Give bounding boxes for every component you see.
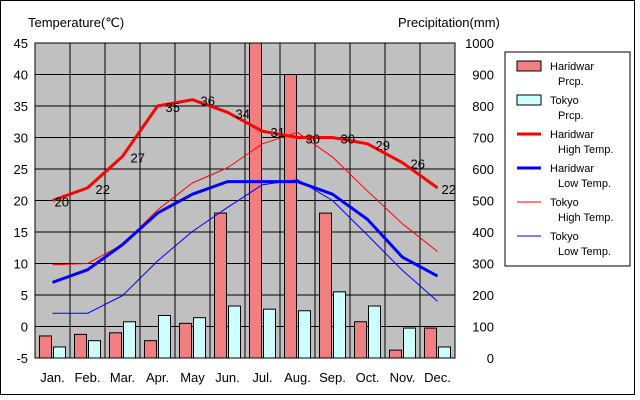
- data-label: 36: [201, 94, 215, 109]
- left-tick-label: -5: [16, 351, 28, 366]
- data-label: 35: [166, 100, 180, 115]
- left-tick-label: 0: [21, 320, 28, 335]
- legend-label: Haridwar: [550, 163, 594, 175]
- data-label: 30: [306, 132, 320, 147]
- bar-tokyo-prcp: [403, 327, 416, 359]
- left-tick-label: 45: [14, 36, 28, 51]
- bar-haridwar-prcp: [284, 74, 297, 359]
- data-label: 22: [96, 182, 110, 197]
- legend: Haridwar Prcp. Tokyo Prcp. Haridwar High Temp…: [504, 51, 631, 267]
- left-tick-label: 15: [14, 225, 28, 240]
- bar-haridwar-prcp: [319, 212, 332, 359]
- left-tick-label: 25: [14, 162, 28, 177]
- x-tick-label: Jul.: [252, 370, 272, 385]
- left-tick-label: 5: [21, 288, 28, 303]
- bar-tokyo-prcp: [88, 340, 101, 359]
- data-label: 29: [376, 138, 390, 153]
- legend-label: Haridwar: [550, 61, 594, 73]
- legend-label: Low Temp.: [558, 178, 611, 190]
- legend-label: Tokyo: [550, 197, 579, 209]
- legend-label: Low Temp.: [558, 246, 611, 258]
- bar-tokyo-prcp: [123, 321, 136, 359]
- bar-tokyo-prcp: [193, 317, 206, 359]
- bar-haridwar-prcp: [74, 333, 87, 359]
- bar-tokyo-prcp: [228, 305, 241, 359]
- bar-haridwar-prcp: [354, 321, 367, 359]
- right-tick-label: 300: [472, 257, 494, 272]
- data-label: 30: [341, 132, 355, 147]
- bar-haridwar-prcp: [179, 322, 192, 359]
- x-tick-label: Oct.: [356, 370, 380, 385]
- x-tick-label: Apr.: [146, 370, 169, 385]
- x-tick-label: Aug.: [284, 370, 311, 385]
- line-haridwar-high-temp: [51, 98, 439, 202]
- line-tokyo-low-temp: [52, 179, 438, 314]
- bar-tokyo-prcp: [53, 346, 66, 359]
- right-tick-label: 900: [472, 68, 494, 83]
- lines-layer: [51, 98, 439, 314]
- bar-tokyo-prcp: [298, 310, 311, 359]
- axis-layer: 454035302520151050-510009008007006005004…: [14, 36, 494, 385]
- legend-label: Prcp.: [558, 76, 584, 88]
- right-tick-label: 800: [472, 99, 494, 114]
- right-tick-label: 1000: [465, 36, 494, 51]
- right-tick-label: 400: [472, 225, 494, 240]
- data-label: 26: [411, 157, 425, 172]
- x-tick-label: Mar.: [110, 370, 135, 385]
- x-tick-label: Dec.: [424, 370, 451, 385]
- left-tick-label: 35: [14, 99, 28, 114]
- right-tick-label: 200: [472, 288, 494, 303]
- right-tick-label: 600: [472, 162, 494, 177]
- left-axis-title: Temperature(℃): [28, 15, 124, 30]
- legend-swatch: [516, 94, 542, 106]
- legend-box: [504, 51, 631, 267]
- bar-tokyo-prcp: [368, 305, 381, 359]
- bar-haridwar-prcp: [389, 349, 402, 359]
- data-label: 34: [236, 106, 250, 121]
- legend-label: Haridwar: [550, 129, 594, 141]
- x-tick-label: Feb.: [74, 370, 100, 385]
- left-tick-label: 20: [14, 194, 28, 209]
- data-labels-layer: 20 22 27 35 36 34 31 30 30 29 26 22: [55, 94, 456, 210]
- bar-haridwar-prcp: [249, 42, 262, 359]
- legend-label: High Temp.: [558, 144, 613, 156]
- bars-layer: [39, 42, 451, 359]
- data-label: 31: [271, 125, 285, 140]
- legend-label: Tokyo: [550, 231, 579, 243]
- x-tick-label: May: [180, 370, 205, 385]
- bar-tokyo-prcp: [438, 346, 451, 359]
- bar-tokyo-prcp: [158, 314, 171, 359]
- bar-haridwar-prcp: [424, 327, 437, 359]
- x-tick-label: Jan.: [40, 370, 65, 385]
- data-label: 27: [131, 150, 145, 165]
- bar-haridwar-prcp: [144, 340, 157, 359]
- right-axis-title: Precipitation(mm): [398, 15, 500, 30]
- legend-swatch: [516, 60, 542, 72]
- left-tick-label: 30: [14, 131, 28, 146]
- legend-label: Tokyo: [550, 95, 579, 107]
- line-haridwar-low-temp: [51, 180, 439, 284]
- bar-tokyo-prcp: [333, 291, 346, 359]
- x-tick-label: Nov.: [390, 370, 416, 385]
- x-tick-label: Jun.: [215, 370, 240, 385]
- data-label: 22: [442, 182, 456, 197]
- left-tick-label: 40: [14, 68, 28, 83]
- bar-haridwar-prcp: [214, 212, 227, 359]
- bar-tokyo-prcp: [263, 308, 276, 359]
- left-tick-label: 10: [14, 257, 28, 272]
- legend-label: Prcp.: [558, 110, 584, 122]
- bar-haridwar-prcp: [39, 335, 52, 359]
- right-tick-label: 0: [487, 351, 494, 366]
- right-tick-label: 700: [472, 131, 494, 146]
- right-tick-label: 500: [472, 194, 494, 209]
- right-tick-label: 100: [472, 320, 494, 335]
- data-label: 20: [55, 195, 69, 210]
- legend-label: High Temp.: [558, 212, 613, 224]
- x-tick-label: Sep.: [319, 370, 346, 385]
- bar-haridwar-prcp: [109, 332, 122, 359]
- grid-layer: [35, 43, 455, 358]
